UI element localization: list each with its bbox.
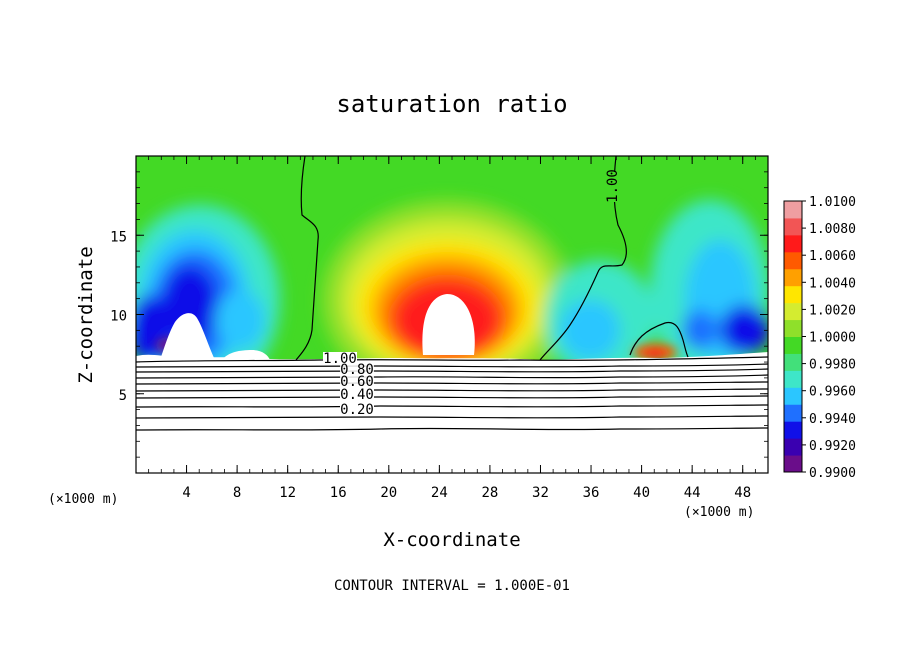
colorbar-segment bbox=[784, 387, 802, 405]
x-tick-label: 4 bbox=[182, 485, 190, 501]
contour-0p10 bbox=[136, 427, 768, 431]
colorbar-segment bbox=[784, 421, 802, 439]
colorbar-label: 1.0020 bbox=[809, 303, 856, 318]
colorbar-label: 1.0080 bbox=[809, 222, 856, 237]
contour-interval-text: CONTOUR INTERVAL = 1.000E-01 bbox=[334, 578, 570, 594]
contour-0p30 bbox=[136, 404, 768, 408]
x-tick-label: 48 bbox=[734, 485, 751, 501]
y-tick-label: 10 bbox=[110, 309, 127, 325]
colorbar-label: 0.9920 bbox=[809, 439, 856, 454]
x-tick-label: 40 bbox=[633, 485, 650, 501]
colorbar-segment bbox=[784, 404, 802, 422]
contour-0p90 bbox=[136, 363, 768, 368]
colorbar-label: 1.0060 bbox=[809, 249, 856, 264]
contour-1p00-left bbox=[295, 156, 319, 361]
y-tick-label: 15 bbox=[110, 229, 127, 245]
y-tick-label: 5 bbox=[119, 388, 127, 404]
x-tick-label: 16 bbox=[330, 485, 347, 501]
colorbar-segment bbox=[784, 302, 802, 321]
colorbar-label: 0.9940 bbox=[809, 412, 856, 427]
contour-0p60 bbox=[136, 381, 768, 385]
colorbar-segment bbox=[784, 201, 802, 219]
x-tick-label: 36 bbox=[583, 485, 600, 501]
contour-label-3: 0.60 bbox=[340, 374, 374, 390]
contour-0p80 bbox=[136, 368, 768, 373]
contour-0p70 bbox=[136, 374, 768, 379]
colorbar-segment bbox=[784, 370, 802, 388]
colorbar-label: 0.9980 bbox=[809, 358, 856, 373]
contour-label-4: 0.40 bbox=[340, 387, 374, 403]
contour-1p00-right bbox=[539, 156, 627, 361]
x-tick-label: 12 bbox=[279, 485, 296, 501]
contour-0p40 bbox=[136, 395, 768, 399]
colorbar-label: 0.9960 bbox=[809, 385, 856, 400]
colorbar-label: 1.0100 bbox=[809, 195, 856, 210]
contour-label-5: 0.20 bbox=[340, 402, 374, 418]
colorbar-segment bbox=[784, 319, 802, 337]
x-tick-label: 32 bbox=[532, 485, 549, 501]
colorbar-segment bbox=[784, 336, 802, 354]
x-tick-label: 28 bbox=[481, 485, 498, 501]
contour-1p00 bbox=[136, 356, 768, 363]
left-hole bbox=[160, 313, 215, 360]
x-tick-label: 44 bbox=[684, 485, 701, 501]
contour-1p00-patch bbox=[629, 321, 689, 358]
x-axis-label: X-coordinate bbox=[383, 529, 520, 551]
contour-0p50 bbox=[136, 388, 768, 392]
z-unit-label: (×1000 m) bbox=[48, 492, 118, 507]
saturation-field bbox=[136, 156, 768, 473]
y-axis-ticks: 5 10 15 bbox=[110, 171, 768, 458]
colorbar-label: 0.9900 bbox=[809, 466, 856, 481]
colorbar-segment bbox=[784, 353, 802, 371]
chart-title: saturation ratio bbox=[336, 90, 567, 118]
colorbar-segment bbox=[784, 234, 802, 253]
colorbar-segment bbox=[784, 285, 802, 304]
colorbar-segment bbox=[784, 251, 802, 270]
colorbar-segment bbox=[784, 455, 802, 473]
x-tick-label: 20 bbox=[380, 485, 397, 501]
contour-0p20 bbox=[136, 415, 768, 419]
contours bbox=[136, 156, 768, 431]
colorbar-segment bbox=[784, 268, 802, 287]
unsaturated-layer bbox=[136, 352, 768, 473]
colorbar-label: 1.0040 bbox=[809, 276, 856, 291]
x-tick-label: 8 bbox=[233, 485, 241, 501]
colorbar-labels: 1.0100 1.0080 1.0060 1.0040 1.0020 1.0000 0.99… bbox=[802, 195, 856, 481]
contour-label-2: 0.80 bbox=[340, 362, 374, 378]
contour-label-1: 1.00 bbox=[323, 351, 357, 367]
contour-label-6: 1.00 bbox=[605, 169, 621, 203]
x-axis-ticks: 4 8 12 16 20 24 28 32 36 40 44 48 bbox=[148, 156, 756, 501]
x-unit-label: (×1000 m) bbox=[684, 505, 754, 520]
contour-labels: 1.00 0.80 0.60 0.40 0.20 1.00 bbox=[323, 169, 621, 418]
x-tick-label: 24 bbox=[431, 485, 448, 501]
y-axis-label: Z-coordinate bbox=[75, 246, 97, 383]
colorbar-segment bbox=[784, 217, 802, 236]
colorbar bbox=[783, 200, 803, 473]
colorbar-label: 1.0000 bbox=[809, 331, 856, 346]
colorbar-segment bbox=[784, 438, 802, 456]
bubble-unsaturated bbox=[422, 294, 475, 355]
